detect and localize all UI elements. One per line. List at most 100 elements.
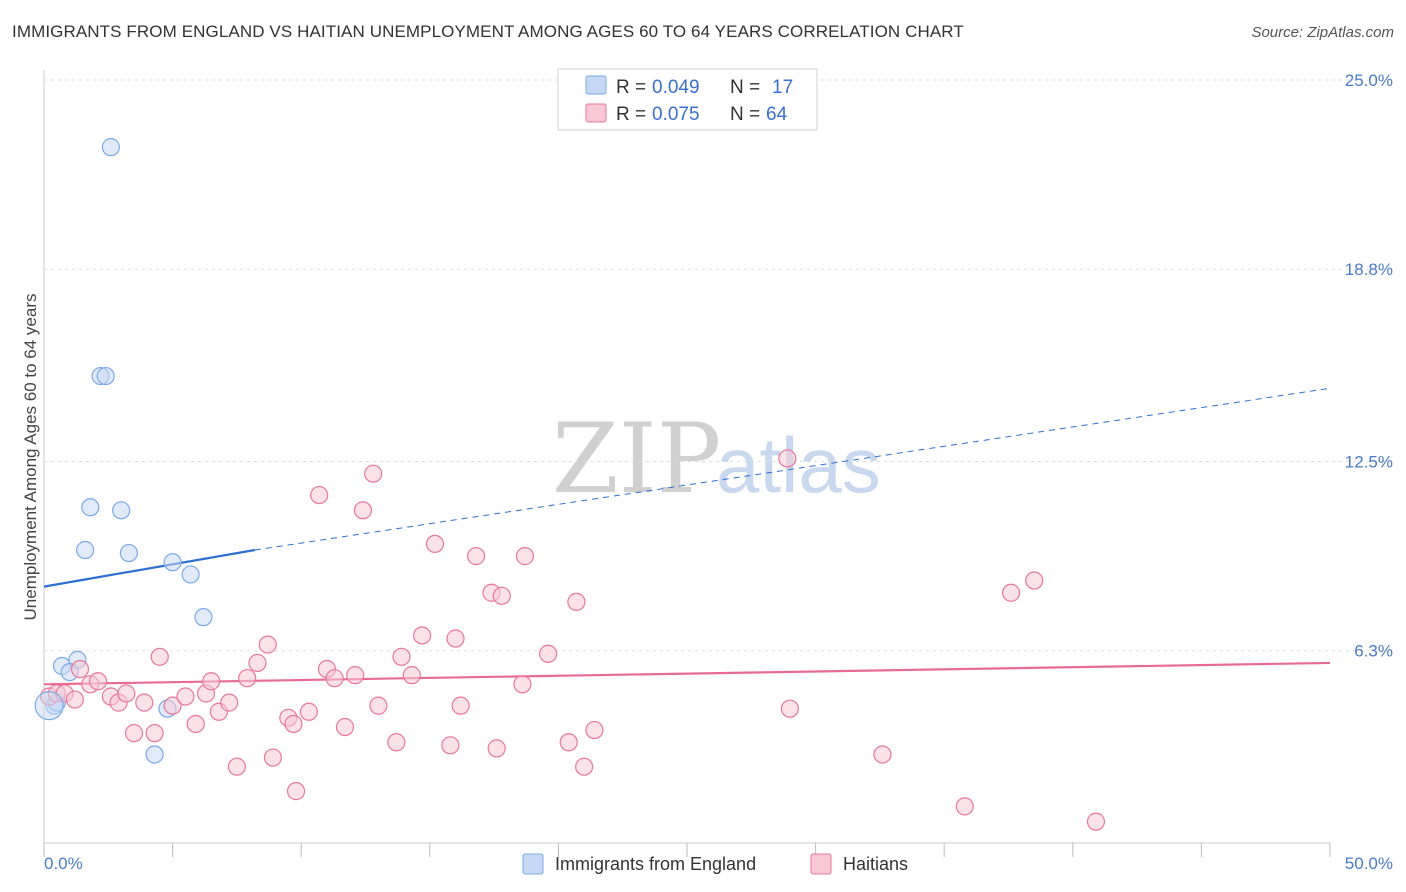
haitians-point-62 xyxy=(1025,571,1044,590)
haitians-point-6 xyxy=(88,672,108,691)
haitians-point-58 xyxy=(780,699,799,718)
haitians-point-25 xyxy=(263,748,283,767)
haitians-point-16 xyxy=(186,714,205,734)
gridlines xyxy=(44,79,1393,652)
haitians-point-22 xyxy=(238,669,257,688)
haitians-point-27 xyxy=(284,714,303,734)
legend-n-label-haitians: N = xyxy=(730,104,760,125)
england-point-6 xyxy=(119,543,138,563)
england-point-4 xyxy=(112,501,131,520)
haitians-point-38 xyxy=(387,733,406,752)
x-ticks xyxy=(43,843,1331,857)
haitians-point-60 xyxy=(955,797,974,816)
haitians-point-56 xyxy=(585,720,604,740)
legend-r-label-england: R = xyxy=(616,77,646,98)
trend-line-extension-0 xyxy=(254,387,1331,551)
haitians-point-43 xyxy=(441,736,460,755)
series-legend-label-england: Immigrants from England xyxy=(555,854,756,874)
haitians-point-36 xyxy=(364,464,383,483)
haitians-point-34 xyxy=(346,666,365,685)
haitians-point-24 xyxy=(258,635,277,654)
haitians-point-10 xyxy=(124,724,144,743)
haitians-point-59 xyxy=(873,745,892,764)
series-legend-swatch-haitians xyxy=(810,853,832,875)
haitians-point-61 xyxy=(1001,583,1021,602)
haitians-point-9 xyxy=(117,684,136,703)
y-tick-label-2: 18.8% xyxy=(1345,260,1393,279)
haitians-point-42 xyxy=(425,534,445,554)
haitians-point-15 xyxy=(176,687,195,706)
haitians-point-52 xyxy=(539,644,558,663)
trend-lines xyxy=(43,387,1331,686)
haitians-point-23 xyxy=(248,653,267,673)
haitians-point-48 xyxy=(492,586,511,605)
haitians-point-45 xyxy=(451,696,470,715)
haitians-point-20 xyxy=(220,693,239,712)
haitians-point-21 xyxy=(227,757,246,776)
watermark-atlas: atlas xyxy=(716,421,881,509)
series-legend: Immigrants from England Haitians xyxy=(522,853,908,875)
trend-line-0 xyxy=(43,548,256,588)
haitians-point-40 xyxy=(402,666,421,685)
haitians-point-46 xyxy=(466,547,486,566)
source-credit: Source: ZipAtlas.com xyxy=(1251,24,1394,41)
y-tick-label-3: 25.0% xyxy=(1345,71,1393,90)
haitians-point-18 xyxy=(202,672,221,691)
england-point-3 xyxy=(81,498,100,517)
haitians-point-4 xyxy=(70,659,90,679)
england-point-9 xyxy=(194,608,213,627)
trend-line-1 xyxy=(43,661,1331,686)
legend-r-value-england: 0.049 xyxy=(652,77,700,98)
y-tick-labels: 6.3% 12.5% 18.8% 25.0% xyxy=(1345,71,1393,661)
watermark-zip: ZIP xyxy=(552,403,721,515)
haitians-point-30 xyxy=(310,485,329,505)
stats-legend: R = 0.049 N = 17 R = 0.075 N = 64 xyxy=(557,68,818,131)
legend-r-value-haitians: 0.075 xyxy=(652,104,700,125)
haitians-point-53 xyxy=(559,733,578,752)
legend-n-value-england: 17 xyxy=(772,77,793,98)
haitians-point-11 xyxy=(135,693,154,712)
haitians-point-49 xyxy=(487,739,506,758)
england-point-16 xyxy=(145,745,164,764)
england-point-cluster xyxy=(34,691,64,721)
y-tick-label-1: 12.5% xyxy=(1345,453,1393,472)
haitians-point-41 xyxy=(412,626,432,645)
legend-n-label-england: N = xyxy=(730,77,760,98)
england-point-7 xyxy=(163,553,182,572)
haitians-point-14 xyxy=(163,696,182,715)
legend-n-value-haitians: 64 xyxy=(766,104,788,125)
haitians-point-28 xyxy=(286,782,306,801)
haitians-point-54 xyxy=(567,592,586,611)
x-tick-label-max: 50.0% xyxy=(1345,854,1393,873)
series-legend-swatch-england xyxy=(522,853,544,875)
legend-r-label-haitians: R = xyxy=(616,104,646,125)
haitians-point-63 xyxy=(1086,812,1106,831)
haitians-point-29 xyxy=(299,702,319,721)
series-legend-label-haitians: Haitians xyxy=(843,854,908,874)
y-axis-label: Unemployment Among Ages 60 to 64 years xyxy=(21,294,40,621)
england-point-2 xyxy=(96,366,115,386)
haitians-point-44 xyxy=(446,629,465,648)
data-points xyxy=(34,138,1106,831)
x-tick-label-min: 0.0% xyxy=(44,854,83,873)
england-point-0 xyxy=(101,138,120,157)
chart-title: IMMIGRANTS FROM ENGLAND VS HAITIAN UNEMP… xyxy=(12,22,964,41)
haitians-point-35 xyxy=(353,501,373,520)
haitians-point-57 xyxy=(778,449,797,468)
haitians-point-50 xyxy=(513,675,532,694)
legend-swatch-england xyxy=(585,75,607,95)
legend-swatch-haitians xyxy=(585,103,607,123)
haitians-point-32 xyxy=(325,669,344,688)
haitians-point-13 xyxy=(150,647,169,666)
haitians-point-55 xyxy=(575,757,594,776)
haitians-point-12 xyxy=(145,724,164,743)
england-point-8 xyxy=(181,565,200,584)
haitians-point-51 xyxy=(515,547,535,566)
haitians-point-3 xyxy=(65,690,84,709)
y-tick-label-0: 6.3% xyxy=(1354,642,1393,661)
haitians-point-37 xyxy=(369,696,388,715)
haitians-point-33 xyxy=(335,717,355,737)
haitians-point-39 xyxy=(392,647,411,666)
england-point-5 xyxy=(76,540,95,560)
